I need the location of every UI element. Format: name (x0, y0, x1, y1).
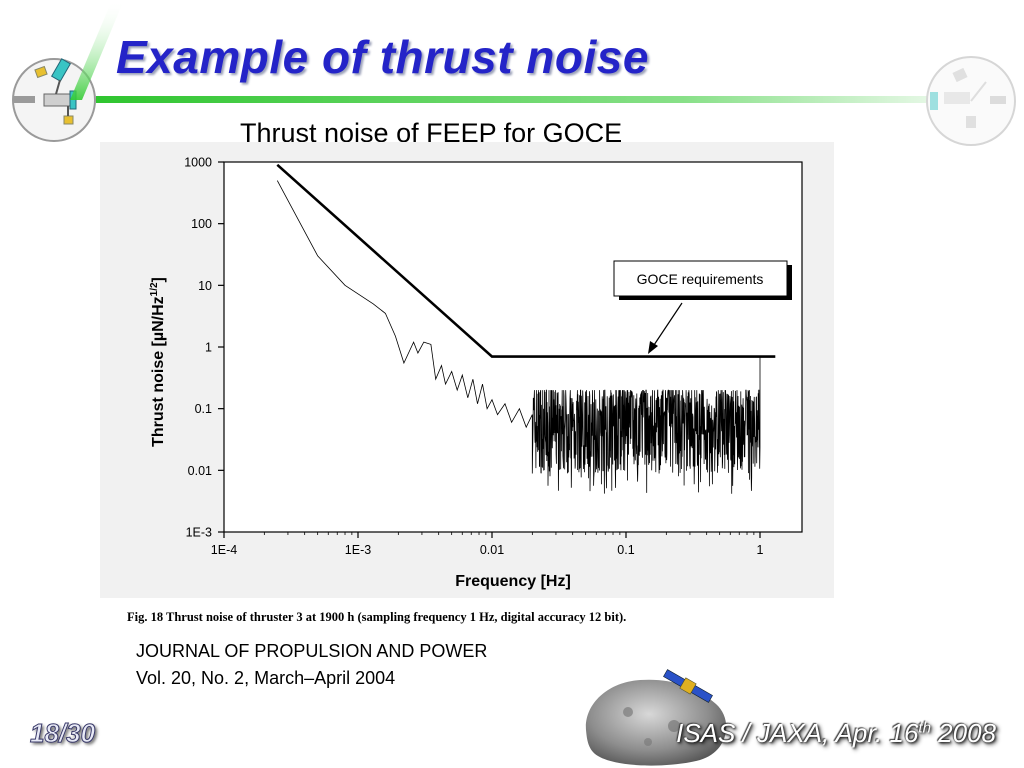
figure-caption-strip (100, 598, 834, 628)
slide-title: Example of thrust noise (116, 31, 649, 83)
measured-thrust-noise-line (276, 180, 761, 494)
annotation-arrow-head (648, 341, 658, 354)
journal-name: JOURNAL OF PROPULSION AND POWER (136, 641, 488, 661)
goce-requirement-line (276, 163, 776, 358)
spacecraft-icon (663, 669, 713, 703)
y-tick-label: 10 (198, 279, 212, 293)
journal-volume: Vol. 20, No. 2, March–April 2004 (136, 668, 396, 688)
annotation-arrow-line (651, 302, 683, 349)
x-axis-label: Frequency [Hz] (455, 573, 571, 590)
figure-caption: Fig. 18 Thrust noise of thruster 3 at 19… (127, 610, 626, 624)
asteroid-image (585, 669, 727, 766)
y-axis-label: Thrust noise [µN/Hz1/2] (149, 277, 167, 447)
thrust-noise-chart: 1E-4 1E-3 0.01 0.1 1 1E-3 0.01 0.1 1 10 100 1000 GO… (100, 142, 834, 628)
y-tick-label: 1 (205, 341, 212, 355)
y-tick-label: 1E-3 (186, 526, 212, 540)
satellite-logo-right (926, 56, 1016, 146)
plot-area (224, 162, 802, 532)
x-tick-label: 1 (757, 543, 764, 557)
satellite-logo-left (12, 58, 96, 142)
footer-credit: ISAS / JAXA, Apr. 16th 2008 (676, 718, 996, 748)
x-tick-label: 1E-4 (211, 543, 237, 557)
annotation-label: GOCE requirements (637, 271, 764, 287)
x-tick-label: 0.1 (617, 543, 634, 557)
y-tick-label: 0.1 (195, 402, 212, 416)
title-underline (70, 0, 934, 103)
y-tick-label: 100 (191, 217, 212, 231)
x-tick-label: 1E-3 (345, 543, 371, 557)
y-tick-label: 0.01 (188, 464, 212, 478)
y-tick-label: 1000 (184, 156, 212, 170)
page-number: 18/30 (29, 718, 96, 749)
annotation-box (613, 260, 788, 297)
x-tick-label: 0.01 (480, 543, 504, 557)
